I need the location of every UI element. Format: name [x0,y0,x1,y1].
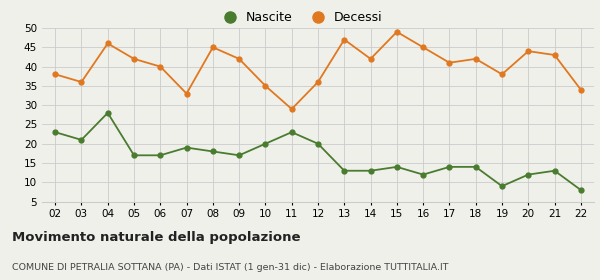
Decessi [262,84,269,88]
Decessi [104,42,112,45]
Nascite [499,185,506,188]
Nascite [367,169,374,172]
Legend: Nascite, Decessi: Nascite, Decessi [212,6,388,29]
Decessi [130,57,137,60]
Decessi [341,38,348,41]
Decessi [78,80,85,84]
Decessi [52,73,59,76]
Nascite [183,146,190,149]
Nascite [288,130,295,134]
Nascite [209,150,217,153]
Nascite [236,154,243,157]
Nascite [130,154,137,157]
Text: COMUNE DI PETRALIA SOTTANA (PA) - Dati ISTAT (1 gen-31 dic) - Elaborazione TUTTI: COMUNE DI PETRALIA SOTTANA (PA) - Dati I… [12,263,449,272]
Decessi [288,107,295,111]
Nascite [341,169,348,172]
Decessi [209,46,217,49]
Decessi [183,92,190,95]
Text: Movimento naturale della popolazione: Movimento naturale della popolazione [12,231,301,244]
Nascite [314,142,322,145]
Nascite [472,165,479,169]
Nascite [419,173,427,176]
Nascite [551,169,558,172]
Nascite [52,130,59,134]
Nascite [577,188,584,192]
Decessi [577,88,584,91]
Nascite [446,165,453,169]
Nascite [78,138,85,142]
Decessi [472,57,479,60]
Decessi [236,57,243,60]
Nascite [262,142,269,145]
Decessi [393,30,400,34]
Decessi [551,53,558,57]
Decessi [157,65,164,68]
Decessi [524,50,532,53]
Nascite [104,111,112,115]
Decessi [446,61,453,64]
Line: Decessi: Decessi [53,29,583,111]
Decessi [419,46,427,49]
Decessi [367,57,374,60]
Nascite [524,173,532,176]
Decessi [499,73,506,76]
Nascite [157,154,164,157]
Decessi [314,80,322,84]
Line: Nascite: Nascite [53,110,583,192]
Nascite [393,165,400,169]
